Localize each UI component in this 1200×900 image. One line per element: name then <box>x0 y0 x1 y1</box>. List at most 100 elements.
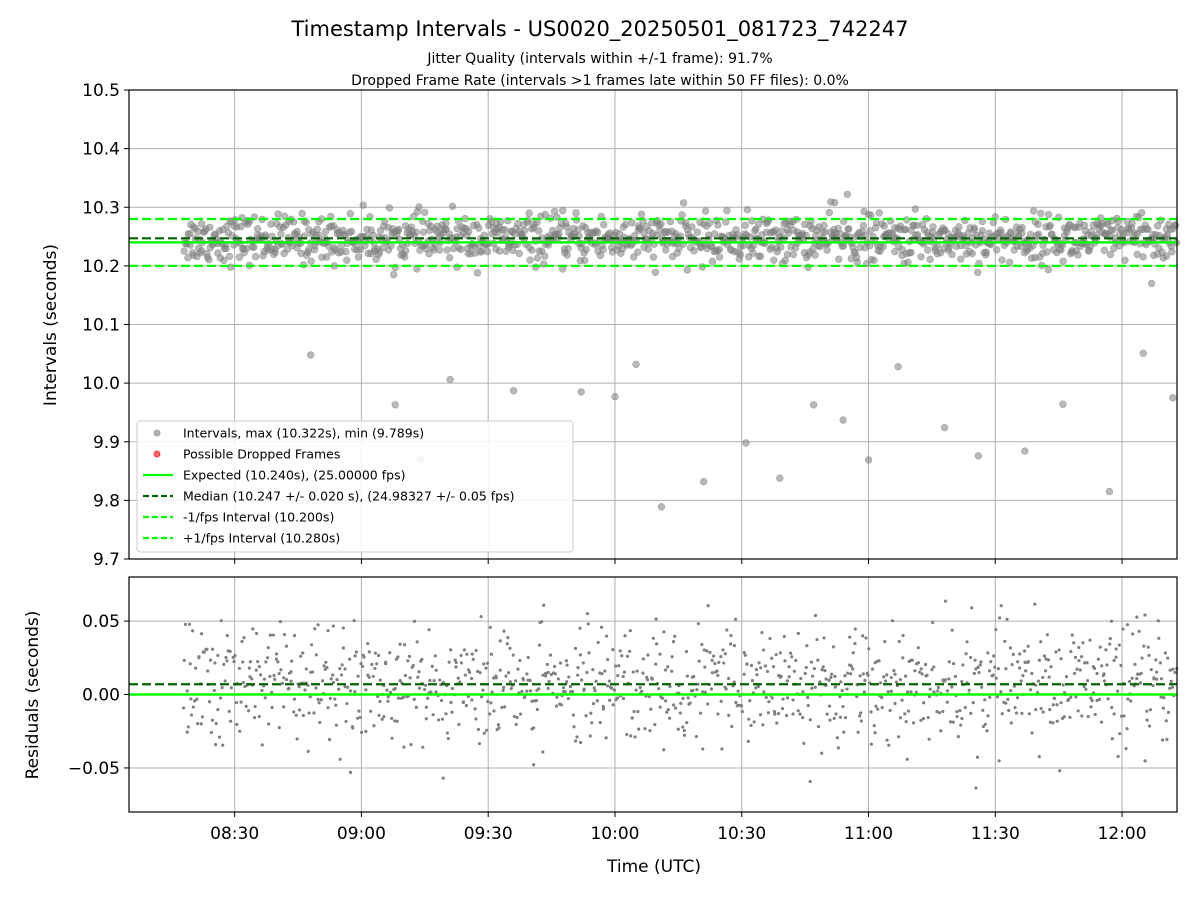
residual-point <box>1076 709 1080 713</box>
residual-point <box>513 679 518 683</box>
residual-point <box>1049 665 1053 669</box>
residual-point <box>877 659 881 663</box>
residual-point <box>1114 655 1118 659</box>
residual-point <box>856 730 860 734</box>
residual-point <box>467 668 471 672</box>
residual-point <box>447 660 451 664</box>
residual-point <box>600 672 604 676</box>
interval-point <box>1139 253 1147 261</box>
residual-point <box>396 696 401 700</box>
interval-point <box>313 225 321 233</box>
residual-point <box>489 701 493 705</box>
interval-outlier-point <box>776 474 784 482</box>
residual-point <box>958 709 962 713</box>
residual-point <box>679 701 683 705</box>
residual-point <box>634 688 638 692</box>
residual-point <box>470 652 474 656</box>
residual-point <box>951 720 955 724</box>
residual-point <box>210 647 215 651</box>
residual-point <box>378 678 382 682</box>
residual-point <box>825 712 829 716</box>
residual-point <box>760 630 764 635</box>
residual-point <box>1073 655 1078 659</box>
residual-point <box>985 729 989 733</box>
residual-point <box>290 659 294 663</box>
residual-point <box>295 737 299 741</box>
residual-point <box>720 747 724 751</box>
residual-point <box>927 694 932 699</box>
x-tick-label: 08:30 <box>210 824 259 844</box>
residual-point <box>1022 649 1027 653</box>
residual-point <box>282 705 286 709</box>
residual-point <box>321 679 325 683</box>
residual-point <box>1026 644 1030 648</box>
residual-point <box>727 713 731 717</box>
residual-point <box>1052 696 1057 700</box>
residual-point <box>737 703 741 707</box>
residual-point <box>778 651 782 655</box>
residual-point <box>828 718 832 722</box>
residual-point <box>660 696 665 700</box>
residual-point <box>199 632 204 636</box>
residual-point <box>271 633 275 637</box>
residual-point <box>541 673 545 677</box>
residual-point <box>633 735 637 739</box>
residual-point <box>584 714 588 718</box>
residual-point <box>1090 698 1094 703</box>
residual-point <box>855 695 859 699</box>
residual-point <box>1088 638 1092 642</box>
residual-point <box>463 673 467 677</box>
residual-point <box>696 622 701 626</box>
residual-point <box>870 667 875 671</box>
residual-point <box>682 733 687 737</box>
residual-point <box>1047 675 1051 679</box>
residual-point <box>1159 695 1163 699</box>
residual-point <box>189 713 194 717</box>
interval-point <box>1044 210 1053 219</box>
residual-point <box>697 659 701 663</box>
residual-point <box>960 679 964 684</box>
residual-point <box>526 655 530 660</box>
residual-point <box>219 619 223 623</box>
residual-point <box>745 662 749 666</box>
residual-point <box>1089 696 1093 700</box>
residual-point <box>237 666 242 671</box>
residual-point <box>561 686 566 690</box>
residual-point <box>789 651 793 655</box>
residual-point <box>1030 731 1034 735</box>
residual-point <box>882 675 886 679</box>
interval-point <box>186 229 194 238</box>
residual-point <box>488 712 492 716</box>
residual-point <box>864 636 868 640</box>
residual-point <box>822 636 826 640</box>
interval-point <box>974 268 982 277</box>
residuals-y-axis-label: Residuals (seconds) <box>23 611 43 780</box>
residual-point <box>1147 724 1152 728</box>
residual-point <box>421 745 425 749</box>
interval-point <box>526 256 534 264</box>
residual-point <box>888 708 892 713</box>
residual-point <box>1169 679 1173 683</box>
residual-point <box>417 670 421 674</box>
residual-point <box>920 672 924 676</box>
interval-outlier-point <box>974 452 983 460</box>
residual-point <box>386 699 390 703</box>
interval-point <box>993 246 1001 254</box>
residual-point <box>479 614 483 619</box>
interval-outlier-point <box>1105 487 1114 496</box>
residual-point <box>459 661 463 665</box>
residual-point <box>995 695 1000 699</box>
residual-point <box>605 684 610 688</box>
intervals-y-tick-label: 10.2 <box>82 257 120 277</box>
residual-point <box>893 672 897 676</box>
residual-point <box>1148 708 1153 712</box>
residual-point <box>1116 689 1120 693</box>
residual-point <box>208 658 213 662</box>
interval-point <box>845 225 853 233</box>
residual-point <box>950 628 954 632</box>
residual-point <box>849 672 853 676</box>
residual-point <box>429 690 433 694</box>
residual-point <box>848 635 852 639</box>
residual-point <box>318 720 322 725</box>
residual-point <box>983 722 987 726</box>
